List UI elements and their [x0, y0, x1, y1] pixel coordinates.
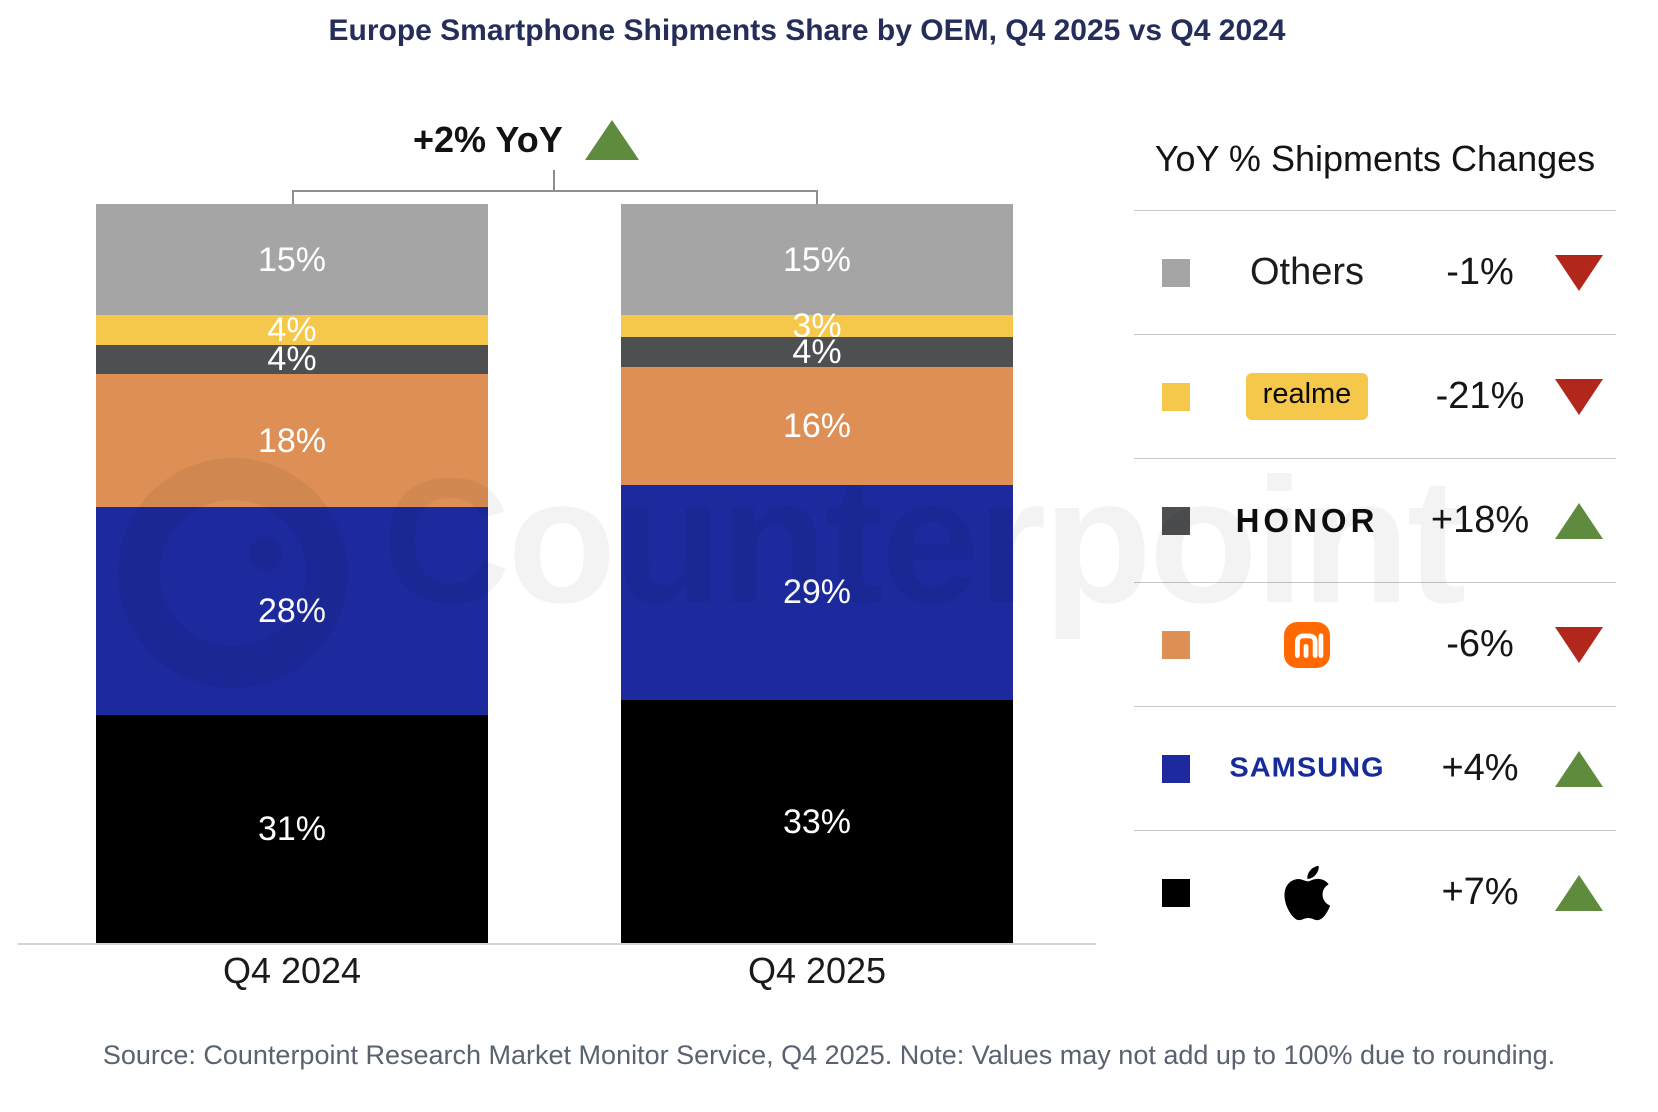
- bracket-stem: [553, 170, 555, 191]
- bar-segment-value: 15%: [782, 240, 852, 279]
- bar-segment-honor: 4%: [96, 340, 488, 379]
- bar-segment-value: 16%: [782, 406, 852, 445]
- up-triangle-icon: [1555, 502, 1603, 539]
- legend-swatch-others: [1162, 258, 1190, 287]
- legend-change-value: +18%: [1430, 499, 1530, 541]
- legend-brand-others: Others: [1204, 251, 1410, 294]
- bar-segment-others: 15%: [621, 204, 1013, 315]
- down-triangle-icon: [1555, 626, 1603, 663]
- legend-triangle-zone: [1550, 502, 1608, 539]
- legend-row-others: Others -1%: [1134, 210, 1616, 334]
- legend-row-xiaomi: -6%: [1134, 582, 1616, 706]
- bar-segment-value: 29%: [782, 573, 852, 612]
- bar-segment-others: 15%: [96, 204, 488, 315]
- up-triangle-icon: [1555, 874, 1603, 911]
- bar-segment-samsung: 29%: [621, 485, 1013, 700]
- bar-segment-value: 33%: [782, 802, 852, 841]
- bar-segment-value: 31%: [257, 810, 327, 849]
- page-title: Europe Smartphone Shipments Share by OEM…: [328, 14, 1286, 47]
- down-triangle-icon: [1555, 254, 1603, 291]
- apple-logo-icon: [1284, 865, 1330, 920]
- legend-triangle-zone: [1550, 750, 1608, 787]
- bar-segment-apple: 31%: [96, 714, 488, 944]
- legend-triangle-zone: [1550, 254, 1608, 291]
- legend-brand-apple: [1204, 862, 1410, 924]
- bracket-right-tick: [816, 190, 818, 204]
- bar-segment-value: 4%: [267, 310, 317, 349]
- legend-brand-honor: HONOR: [1204, 502, 1410, 540]
- bar-segment-apple: 33%: [621, 699, 1013, 944]
- bar-segment-xiaomi: 18%: [96, 374, 488, 508]
- bar-segment-value: 4%: [267, 340, 317, 379]
- yoy-total-callout: +2% YoY: [413, 120, 639, 160]
- bracket-horizontal: [292, 190, 818, 192]
- legend-row-apple: +7%: [1134, 830, 1616, 954]
- stacked-bar-q4-2024: 15% 4% 4% 18% 28% 31%: [96, 204, 488, 944]
- bar-segment-value: 18%: [257, 421, 327, 460]
- bar-segment-value: 28%: [257, 591, 327, 630]
- chart-baseline: [18, 943, 1096, 945]
- legend-change-value: +7%: [1441, 871, 1519, 913]
- legend-title: YoY % Shipments Changes: [1154, 138, 1596, 179]
- bar-segment-value: 15%: [257, 240, 327, 279]
- yoy-total-label: +2% YoY: [413, 119, 563, 160]
- legend-swatch-xiaomi: [1162, 630, 1190, 659]
- legend-swatch-samsung: [1162, 754, 1190, 783]
- xiaomi-logo-icon: [1284, 621, 1330, 668]
- bar-segment-samsung: 28%: [96, 507, 488, 715]
- legend-brand-xiaomi: [1204, 621, 1410, 668]
- bracket-left-tick: [292, 190, 294, 204]
- legend-change-value: -21%: [1435, 375, 1525, 417]
- legend-change-value: +4%: [1441, 747, 1519, 789]
- up-triangle-icon: [1555, 750, 1603, 787]
- legend-change-value: -6%: [1446, 623, 1514, 665]
- x-axis-label: Q4 2025: [747, 950, 887, 991]
- legend-triangle-zone: [1550, 874, 1608, 911]
- legend-triangle-zone: [1550, 378, 1608, 415]
- legend-triangle-zone: [1550, 626, 1608, 663]
- bar-segment-xiaomi: 16%: [621, 366, 1013, 486]
- realme-logo: realme: [1245, 373, 1369, 420]
- bar-segment-realme: 4%: [96, 310, 488, 349]
- legend-swatch-apple: [1162, 878, 1190, 907]
- honor-logo: HONOR: [1235, 501, 1379, 539]
- up-triangle-icon: [584, 120, 639, 160]
- source-note: Source: Counterpoint Research Market Mon…: [102, 1040, 1556, 1070]
- legend-panel: YoY % Shipments Changes Others -1% realme -…: [1134, 130, 1616, 954]
- legend-change-value: -1%: [1446, 251, 1514, 293]
- bar-segment-value: 4%: [792, 332, 842, 371]
- legend-row-realme: realme -21%: [1134, 334, 1616, 458]
- legend-row-samsung: SAMSUNG +4%: [1134, 706, 1616, 830]
- down-triangle-icon: [1555, 378, 1603, 415]
- legend-brand-realme: realme: [1204, 373, 1410, 420]
- legend-brand-samsung: SAMSUNG: [1204, 752, 1410, 785]
- legend-brand-label: Others: [1249, 251, 1365, 293]
- legend-rows: Others -1% realme -21% HONOR +18% -6% SAMSUNG +4…: [1134, 210, 1616, 954]
- legend-swatch-honor: [1162, 506, 1190, 535]
- legend-swatch-realme: [1162, 382, 1190, 411]
- samsung-logo: SAMSUNG: [1229, 752, 1385, 784]
- legend-row-honor: HONOR +18%: [1134, 458, 1616, 582]
- x-axis-label: Q4 2024: [222, 950, 362, 991]
- stacked-bar-q4-2025: 15% 3% 4% 16% 29% 33%: [621, 204, 1013, 944]
- bar-segment-honor: 4%: [621, 332, 1013, 371]
